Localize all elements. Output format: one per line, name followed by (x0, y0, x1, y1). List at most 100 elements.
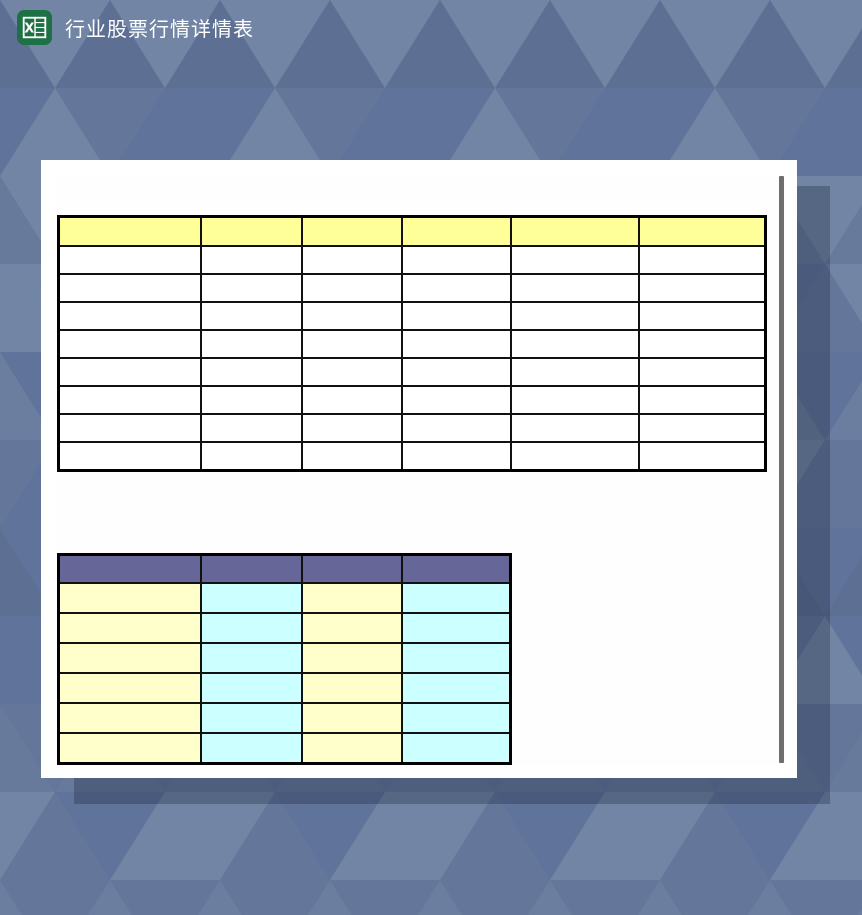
background-triangle (385, 0, 495, 88)
table-cell (57, 413, 202, 443)
background-triangle (110, 88, 220, 176)
background-triangle (770, 792, 862, 880)
background-triangle (770, 0, 862, 88)
table-cell (637, 273, 767, 303)
excel-icon: X (17, 10, 52, 45)
table-cell (637, 441, 767, 472)
table-cell (57, 329, 202, 359)
table-cell (199, 612, 303, 644)
background-triangle (55, 0, 165, 88)
header-cell (57, 553, 202, 584)
background-triangle (220, 880, 330, 915)
table-row (57, 702, 512, 734)
table-cell (300, 385, 403, 415)
background-triangle (660, 792, 770, 880)
table-cell (300, 441, 403, 472)
header-cell (57, 215, 202, 247)
background-triangle (330, 88, 440, 176)
table-cell (400, 582, 512, 614)
background-triangle (715, 0, 825, 88)
table-row (57, 385, 767, 415)
table-row (57, 357, 767, 387)
table-row (57, 582, 512, 614)
table-cell (400, 245, 512, 275)
background-triangle (440, 88, 550, 176)
background-triangle (308, 880, 352, 915)
table-cell (300, 702, 403, 734)
stock-table-upper (57, 215, 767, 472)
table-cell (400, 357, 512, 387)
background-triangle (825, 556, 862, 616)
header-cell (300, 553, 403, 584)
background-triangle (495, 88, 605, 176)
background-triangle (0, 792, 110, 880)
svg-text:X: X (24, 21, 34, 36)
table-cell (509, 245, 640, 275)
background-triangle (55, 88, 165, 176)
table-cell (300, 732, 403, 765)
table-cell (300, 273, 403, 303)
background-triangle (638, 880, 682, 915)
table-cell (57, 672, 202, 704)
table-cell (400, 301, 512, 331)
table-cell (199, 441, 303, 472)
background-triangle (330, 0, 440, 88)
background-triangle (825, 380, 862, 440)
table-cell (509, 273, 640, 303)
background-triangle (418, 880, 462, 915)
background-triangle (660, 0, 770, 88)
titlebar: X 行业股票行情详情表 (17, 10, 254, 45)
table-cell (57, 441, 202, 472)
table-cell (509, 413, 640, 443)
background-triangle (0, 880, 110, 915)
background-triangle (825, 28, 862, 88)
table-cell (300, 642, 403, 674)
table-cell (57, 357, 202, 387)
table-cell (199, 702, 303, 734)
background-triangle (715, 792, 825, 880)
table-cell (509, 301, 640, 331)
table-cell (637, 245, 767, 275)
table-cell (57, 301, 202, 331)
table-cell (400, 612, 512, 644)
table-cell (509, 329, 640, 359)
table-row (57, 732, 512, 765)
table-cell (400, 441, 512, 472)
table-cell (199, 385, 303, 415)
background-triangle (440, 880, 550, 915)
background-triangle (495, 792, 605, 880)
table-cell (400, 329, 512, 359)
header-row (57, 215, 767, 247)
table-cell (637, 413, 767, 443)
table-row (57, 441, 767, 472)
background-triangle (605, 88, 715, 176)
header-cell (300, 215, 403, 247)
table-cell (57, 245, 202, 275)
table-cell (400, 413, 512, 443)
table-cell (199, 273, 303, 303)
header-row (57, 553, 512, 584)
background-triangle (770, 880, 862, 915)
background-triangle (550, 880, 660, 915)
background-triangle (825, 264, 862, 324)
background-triangle (165, 792, 275, 880)
table-cell (57, 385, 202, 415)
table-cell (300, 582, 403, 614)
table-row (57, 273, 767, 303)
table-cell (637, 329, 767, 359)
vertical-scrollbar-thumb[interactable] (779, 176, 784, 763)
background-triangle (825, 732, 862, 792)
table-cell (57, 273, 202, 303)
spreadsheet-preview (57, 176, 784, 765)
header-cell (509, 215, 640, 247)
background-triangle (110, 0, 220, 88)
header-cell (400, 215, 512, 247)
background-triangle (440, 0, 550, 88)
background-triangle (550, 88, 660, 176)
header-cell (400, 553, 512, 584)
table-cell (400, 702, 512, 734)
background-triangle (198, 880, 242, 915)
background-triangle (605, 792, 715, 880)
table-cell (199, 672, 303, 704)
table-cell (57, 642, 202, 674)
